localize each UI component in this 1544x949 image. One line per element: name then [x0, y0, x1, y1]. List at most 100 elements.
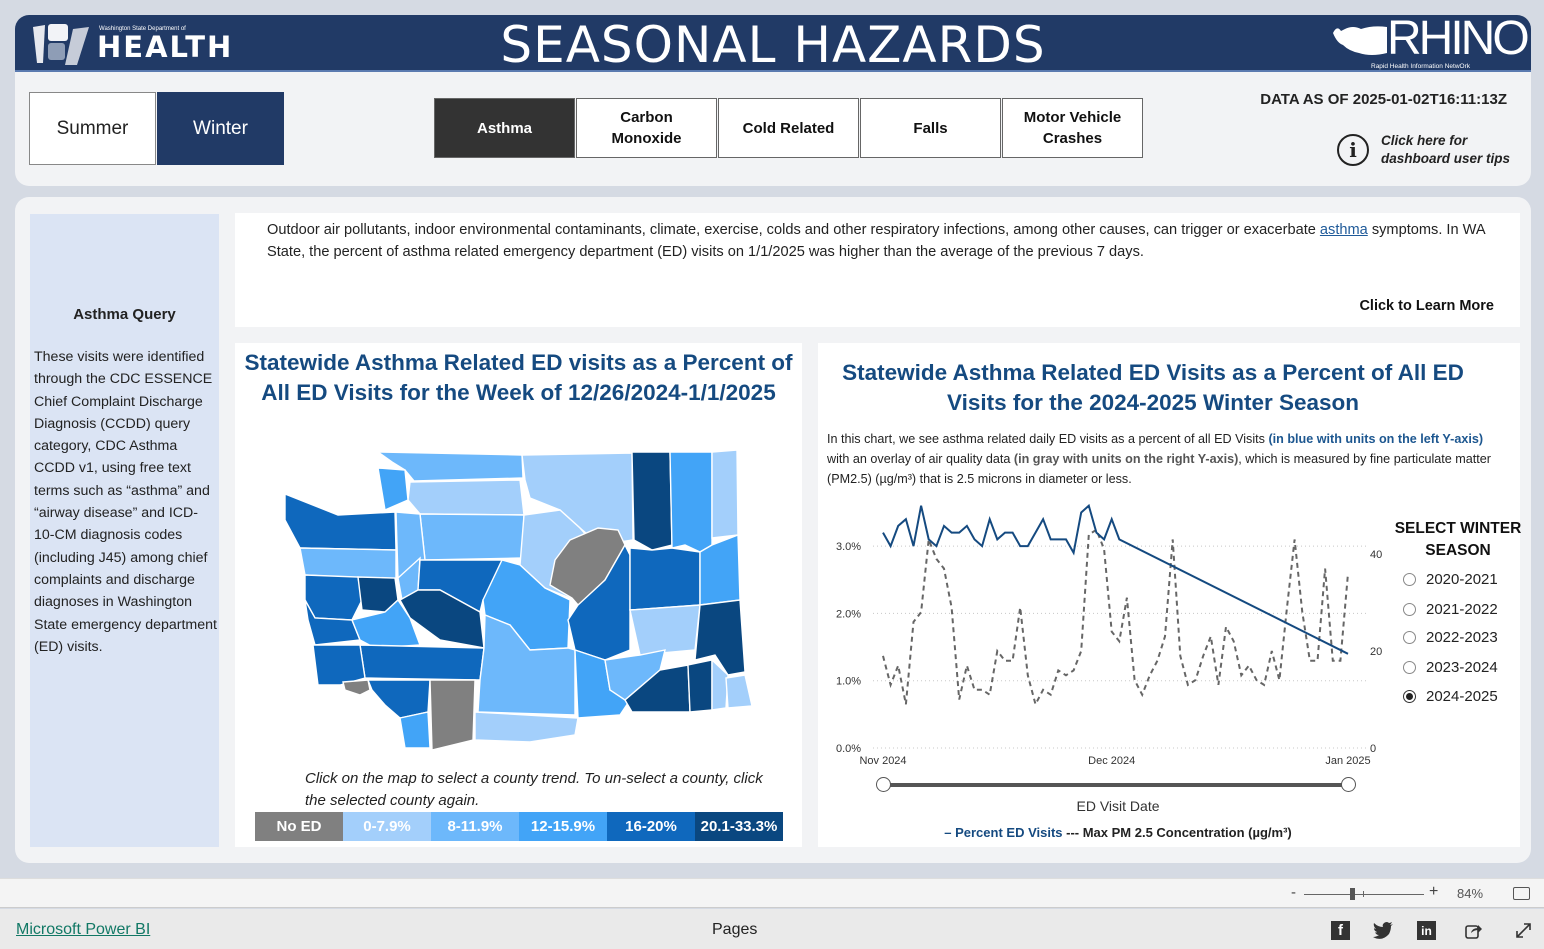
chart-description: In this chart, we see asthma related dai…	[827, 432, 1491, 486]
map-legend: No ED 0-7.9% 8-11.9% 12-15.9% 16-20% 20.…	[255, 812, 783, 841]
county-jefferson	[299, 547, 397, 581]
hazard-tab-asthma[interactable]: Asthma	[434, 98, 575, 158]
county-pierce	[399, 589, 485, 649]
trend-chart-card: Statewide Asthma Related ED Visits as a …	[818, 343, 1521, 847]
legend-percent-ed: – Percent ED Visits	[944, 825, 1063, 840]
hazard-tab-carbon-monoxide[interactable]: Carbon Monoxide	[576, 98, 717, 158]
legend-12-15.9: 12-15.9%	[519, 812, 607, 841]
season-button-winter[interactable]: Winter	[157, 92, 284, 165]
season-select-title: SELECT WINTER SEASON	[1394, 520, 1522, 559]
zoom-percent: 84%	[1457, 886, 1484, 901]
county-klickitat	[474, 711, 579, 743]
county-skamania	[429, 679, 476, 751]
zoom-out-button[interactable]: -	[1291, 884, 1296, 901]
date-range-start-handle[interactable]	[876, 777, 891, 792]
radio-button[interactable]	[1403, 573, 1416, 586]
svg-text:2.0%: 2.0%	[836, 608, 861, 620]
county-columbia	[687, 659, 713, 713]
legend-0-7.9: 0-7.9%	[343, 812, 431, 841]
season-radio-2020-2021[interactable]: 2020-2021	[1403, 571, 1498, 588]
chart-title: Statewide Asthma Related ED Visits as a …	[842, 360, 1464, 415]
season-radio-2022-2023[interactable]: 2022-2023	[1403, 629, 1498, 646]
svg-text:20: 20	[1370, 646, 1382, 658]
legend-pm25: --- Max PM 2.5 Concentration (µg/m³)	[1062, 825, 1292, 840]
county-yakima	[477, 613, 576, 716]
season-radio-2024-2025[interactable]: 2024-2025	[1403, 688, 1498, 705]
line-chart[interactable]: 0.0% 1.0% 2.0% 3.0% 0 20 40 Nov 2024 Dec 2024 Jan…	[818, 493, 1388, 773]
legend-16-20: 16-20%	[607, 812, 695, 841]
twitter-icon[interactable]	[1373, 922, 1393, 939]
user-tips-button[interactable]: i Click here for dashboard user tips	[1337, 132, 1510, 168]
facebook-icon[interactable]: f	[1331, 921, 1350, 940]
hazard-tab-cold-related[interactable]: Cold Related	[718, 98, 859, 158]
county-clark	[399, 711, 431, 749]
linkedin-icon[interactable]: in	[1417, 921, 1436, 940]
expand-icon[interactable]	[1515, 922, 1532, 939]
season-radio-2021-2022[interactable]: 2021-2022	[1403, 601, 1498, 618]
fit-to-page-icon[interactable]	[1513, 887, 1530, 900]
rhino-subtitle: Rapid Health Information NetwOrk	[1371, 63, 1470, 70]
radio-button[interactable]	[1403, 631, 1416, 644]
map-title: Statewide Asthma Related ED visits as a …	[244, 350, 793, 405]
county-lincoln	[629, 547, 701, 611]
wa-doh-logo	[33, 24, 89, 65]
hazard-tab-motor-vehicle-crashes[interactable]: Motor Vehicle Crashes	[1002, 98, 1143, 158]
radio-button[interactable]	[1403, 661, 1416, 674]
logo-health-text: HEALTH	[97, 30, 234, 64]
county-asotin	[725, 674, 753, 709]
user-tips-text[interactable]: Click here for dashboard user tips	[1381, 133, 1511, 166]
svg-text:1.0%: 1.0%	[836, 676, 861, 688]
rhino-logo-text: RHINO	[1387, 15, 1530, 65]
county-thurston	[351, 598, 421, 649]
learn-more-button[interactable]: Click to Learn More	[1359, 298, 1494, 314]
svg-text:40: 40	[1370, 549, 1382, 561]
zoom-slider-track[interactable]	[1304, 894, 1424, 895]
washington-county-map[interactable]	[270, 443, 770, 763]
svg-text:0.0%: 0.0%	[836, 743, 861, 755]
map-instructions: Click on the map to select a county tren…	[305, 770, 763, 809]
svg-text:3.0%: 3.0%	[836, 541, 861, 553]
county-pend-oreille	[711, 449, 739, 539]
county-wahkiakum	[342, 679, 371, 696]
zoom-slider-thumb[interactable]	[1350, 888, 1355, 900]
header-card: Washington State Department of HEALTH SE…	[15, 15, 1531, 186]
county-map-card: Statewide Asthma Related ED visits as a …	[235, 343, 802, 847]
svg-text:Dec 2024: Dec 2024	[1088, 755, 1135, 767]
hazard-tab-falls[interactable]: Falls	[860, 98, 1001, 158]
legend-20.1-33.3: 20.1-33.3%	[695, 812, 783, 841]
share-icon[interactable]	[1465, 922, 1483, 939]
powerbi-link[interactable]: Microsoft Power BI	[16, 921, 151, 938]
county-adams	[629, 604, 701, 656]
date-range-slider-track[interactable]	[884, 783, 1349, 787]
sidebar-title: Asthma Query	[73, 306, 176, 323]
county-cowlitz	[366, 679, 431, 719]
county-skagit	[407, 479, 525, 516]
pages-button[interactable]: Pages	[712, 921, 758, 938]
title-banner: Washington State Department of HEALTH SE…	[15, 15, 1531, 73]
sidebar-description: These visits were identified through the…	[34, 349, 217, 655]
asthma-link[interactable]: asthma	[1319, 222, 1368, 238]
season-radio-2023-2024[interactable]: 2023-2024	[1403, 659, 1498, 676]
legend-no-ed: No ED	[255, 812, 343, 841]
radio-button-checked[interactable]	[1403, 690, 1416, 703]
county-stevens	[669, 451, 713, 553]
county-san-juan-island	[377, 467, 409, 511]
info-text: Outdoor air pollutants, indoor environme…	[267, 222, 1485, 260]
county-ferry	[631, 451, 673, 551]
info-box: Outdoor air pollutants, indoor environme…	[235, 213, 1520, 327]
radio-button[interactable]	[1403, 603, 1416, 616]
svg-text:Jan 2025: Jan 2025	[1325, 755, 1370, 767]
svg-text:Nov 2024: Nov 2024	[859, 755, 906, 767]
county-clallam	[284, 492, 397, 551]
zoom-in-button[interactable]: +	[1429, 883, 1439, 900]
date-range-end-handle[interactable]	[1341, 777, 1356, 792]
svg-text:0: 0	[1370, 743, 1376, 755]
chart-legend: – Percent ED Visits --- Max PM 2.5 Conce…	[818, 825, 1418, 840]
info-circle-icon[interactable]: i	[1337, 134, 1369, 166]
county-grant	[567, 543, 631, 661]
zoom-slider-default-tick	[1363, 891, 1364, 897]
powerbi-footer: Microsoft Power BI Pages f in	[0, 909, 1544, 949]
season-button-summer[interactable]: Summer	[29, 92, 156, 165]
rhino-icon	[1333, 26, 1387, 55]
county-snohomish	[419, 513, 525, 561]
